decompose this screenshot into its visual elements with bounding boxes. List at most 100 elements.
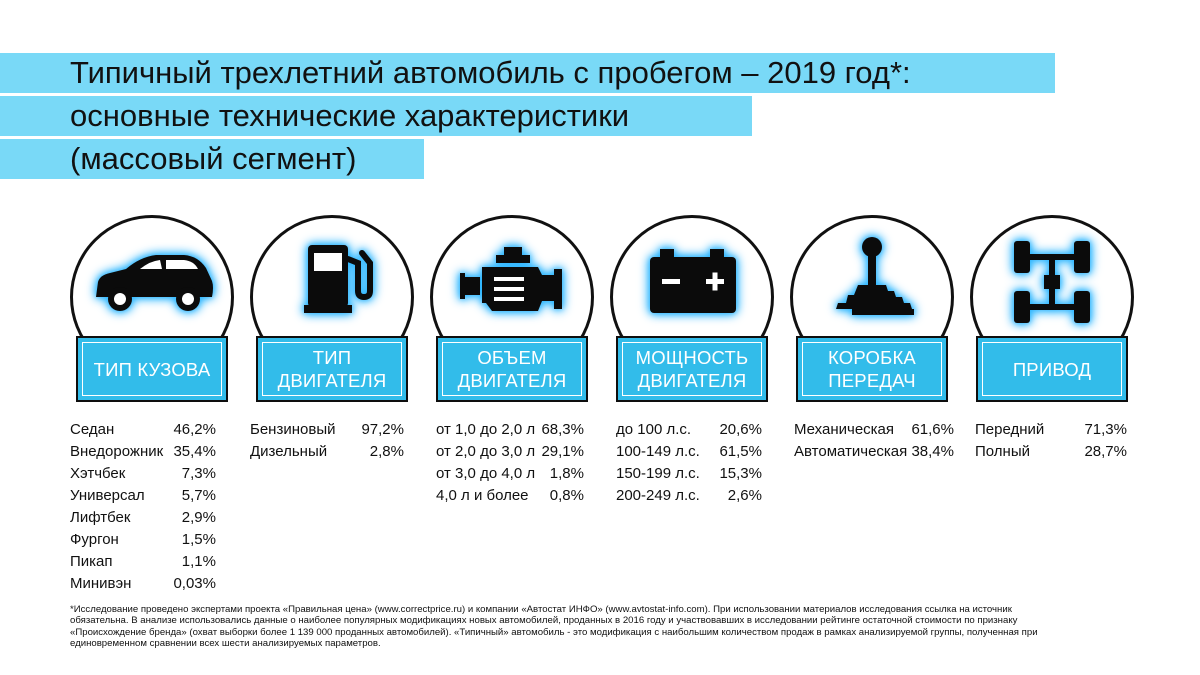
stat-row: 150-199 л.с. 15,3% — [616, 463, 762, 485]
stat-value: 2,6% — [727, 487, 762, 504]
drivetrain-icon — [982, 235, 1122, 335]
stat-row: Полный 28,7% — [975, 441, 1127, 463]
category-transmission: КОРОБКА ПЕРЕДАЧ Механическая 61,6% Автома… — [790, 215, 954, 595]
title-band-3: (массовый сегмент) — [0, 139, 424, 179]
stat-name: Полный — [975, 443, 1030, 460]
stat-value: 71,3% — [1084, 421, 1127, 438]
stat-value: 28,7% — [1084, 443, 1127, 460]
category-label: КОРОБКА ПЕРЕДАЧ — [828, 347, 916, 391]
footnote-line: «Происхождение бренда» (охват выборки бо… — [70, 626, 1038, 638]
stat-row: Фургон 1,5% — [70, 529, 216, 551]
stat-name: до 100 л.с. — [616, 421, 692, 438]
stat-row: Внедорожник 35,4% — [70, 441, 216, 463]
stat-value: 38,4% — [911, 443, 954, 460]
footnote-line: единовременном сравнении всех шести анал… — [70, 637, 381, 649]
stat-row: Седан 46,2% — [70, 419, 216, 441]
stat-row: 200-249 л.с. 2,6% — [616, 485, 762, 507]
stat-value: 2,8% — [369, 443, 404, 460]
category-label-box: ТИП КУЗОВА — [76, 336, 228, 402]
stat-row: 4,0 л и более 0,8% — [436, 485, 584, 507]
category-label: МОЩНОСТЬ ДВИГАТЕЛЯ — [635, 347, 749, 391]
stat-value: 61,6% — [911, 421, 954, 438]
stat-name: Лифтбек — [70, 509, 131, 526]
stat-value: 1,1% — [181, 553, 216, 570]
stat-name: от 3,0 до 4,0 л — [436, 465, 536, 482]
footnote-line: *Исследование проведено экспертами проек… — [70, 604, 1012, 615]
stat-value: 0,8% — [549, 487, 584, 504]
stat-row: Бензиновый 97,2% — [250, 419, 404, 441]
stat-name: Механическая — [794, 421, 895, 438]
stat-row: от 2,0 до 3,0 л 29,1% — [436, 441, 584, 463]
category-label-box: КОРОБКА ПЕРЕДАЧ — [796, 336, 948, 402]
category-engine-power: МОЩНОСТЬ ДВИГАТЕЛЯ до 100 л.с. 20,6% 100-… — [610, 215, 774, 595]
category-label-box: ТИП ДВИГАТЕЛЯ — [256, 336, 408, 402]
page-title-line-1: Типичный трехлетний автомобиль с пробего… — [70, 55, 911, 90]
stats-list: Механическая 61,6% Автоматическая 38,4% — [794, 419, 954, 463]
stat-row: Пикап 1,1% — [70, 551, 216, 573]
stat-value: 0,03% — [173, 575, 216, 592]
category-label: ТИП КУЗОВА — [93, 358, 211, 380]
stat-value: 5,7% — [181, 487, 216, 504]
stats-list: до 100 л.с. 20,6% 100-149 л.с. 61,5% 150-1… — [616, 419, 762, 507]
stat-row: до 100 л.с. 20,6% — [616, 419, 762, 441]
stat-name: Передний — [975, 421, 1045, 438]
stat-name: Бензиновый — [250, 421, 336, 438]
stat-row: Универсал 5,7% — [70, 485, 216, 507]
stat-value: 20,6% — [719, 421, 762, 438]
stat-name: 150-199 л.с. — [616, 465, 700, 482]
stat-name: Хэтчбек — [70, 465, 126, 482]
stat-value: 29,1% — [541, 443, 584, 460]
stat-value: 68,3% — [541, 421, 584, 438]
stat-name: от 2,0 до 3,0 л — [436, 443, 536, 460]
stat-name: Минивэн — [70, 575, 132, 592]
stat-row: от 1,0 до 2,0 л 68,3% — [436, 419, 584, 441]
page-title-line-2: основные технические характеристики — [70, 98, 630, 133]
stats-list: от 1,0 до 2,0 л 68,3% от 2,0 до 3,0 л 29,1… — [436, 419, 584, 507]
stat-value: 61,5% — [719, 443, 762, 460]
stat-name: Внедорожник — [70, 443, 164, 460]
stat-value: 7,3% — [181, 465, 216, 482]
gear-shift-icon — [802, 235, 942, 335]
category-label: ОБЪЕМ ДВИГАТЕЛЯ — [457, 347, 567, 391]
category-engine-volume: ОБЪЕМ ДВИГАТЕЛЯ от 1,0 до 2,0 л 68,3% от … — [430, 215, 594, 595]
stat-row: Дизельный 2,8% — [250, 441, 404, 463]
stat-value: 35,4% — [173, 443, 216, 460]
stats-list: Бензиновый 97,2% Дизельный 2,8% — [250, 419, 404, 463]
category-drivetrain: ПРИВОД Передний 71,3% Полный 28,7% — [970, 215, 1134, 595]
stat-name: Пикап — [70, 553, 113, 570]
stat-name: Фургон — [70, 531, 119, 548]
footnote: *Исследование проведено экспертами проек… — [70, 604, 1130, 649]
category-label-box: ПРИВОД — [976, 336, 1128, 402]
stat-value: 1,5% — [181, 531, 216, 548]
stat-value: 15,3% — [719, 465, 762, 482]
category-engine-type: ТИП ДВИГАТЕЛЯ Бензиновый 97,2% Дизельный 2… — [250, 215, 414, 595]
stat-value: 1,8% — [549, 465, 584, 482]
stat-row: от 3,0 до 4,0 л 1,8% — [436, 463, 584, 485]
stat-name: Седан — [70, 421, 115, 438]
stat-row: Автоматическая 38,4% — [794, 441, 954, 463]
title-band-2: основные технические характеристики — [0, 96, 752, 136]
stat-name: от 1,0 до 2,0 л — [436, 421, 536, 438]
stat-name: Автоматическая — [794, 443, 908, 460]
car-icon — [82, 235, 222, 335]
category-label-box: ОБЪЕМ ДВИГАТЕЛЯ — [436, 336, 588, 402]
engine-icon — [442, 235, 582, 335]
title-band-1: Типичный трехлетний автомобиль с пробего… — [0, 53, 1055, 93]
stat-name: 200-249 л.с. — [616, 487, 700, 504]
page-title-line-3: (массовый сегмент) — [70, 141, 357, 176]
fuel-pump-icon — [262, 235, 402, 335]
stat-row: Хэтчбек 7,3% — [70, 463, 216, 485]
category-body-type: ТИП КУЗОВА Седан 46,2% Внедорожник 35,4% Х… — [70, 215, 234, 595]
stat-name: 100-149 л.с. — [616, 443, 700, 460]
stat-name: Дизельный — [250, 443, 328, 460]
stat-row: Передний 71,3% — [975, 419, 1127, 441]
stat-row: Минивэн 0,03% — [70, 573, 216, 595]
stats-list: Седан 46,2% Внедорожник 35,4% Хэтчбек 7,3% … — [70, 419, 216, 595]
stats-list: Передний 71,3% Полный 28,7% — [975, 419, 1127, 463]
stat-value: 2,9% — [181, 509, 216, 526]
stat-row: Механическая 61,6% — [794, 419, 954, 441]
stat-name: 4,0 л и более — [436, 487, 529, 504]
stat-value: 46,2% — [173, 421, 216, 438]
category-label-box: МОЩНОСТЬ ДВИГАТЕЛЯ — [616, 336, 768, 402]
stat-name: Универсал — [70, 487, 145, 504]
